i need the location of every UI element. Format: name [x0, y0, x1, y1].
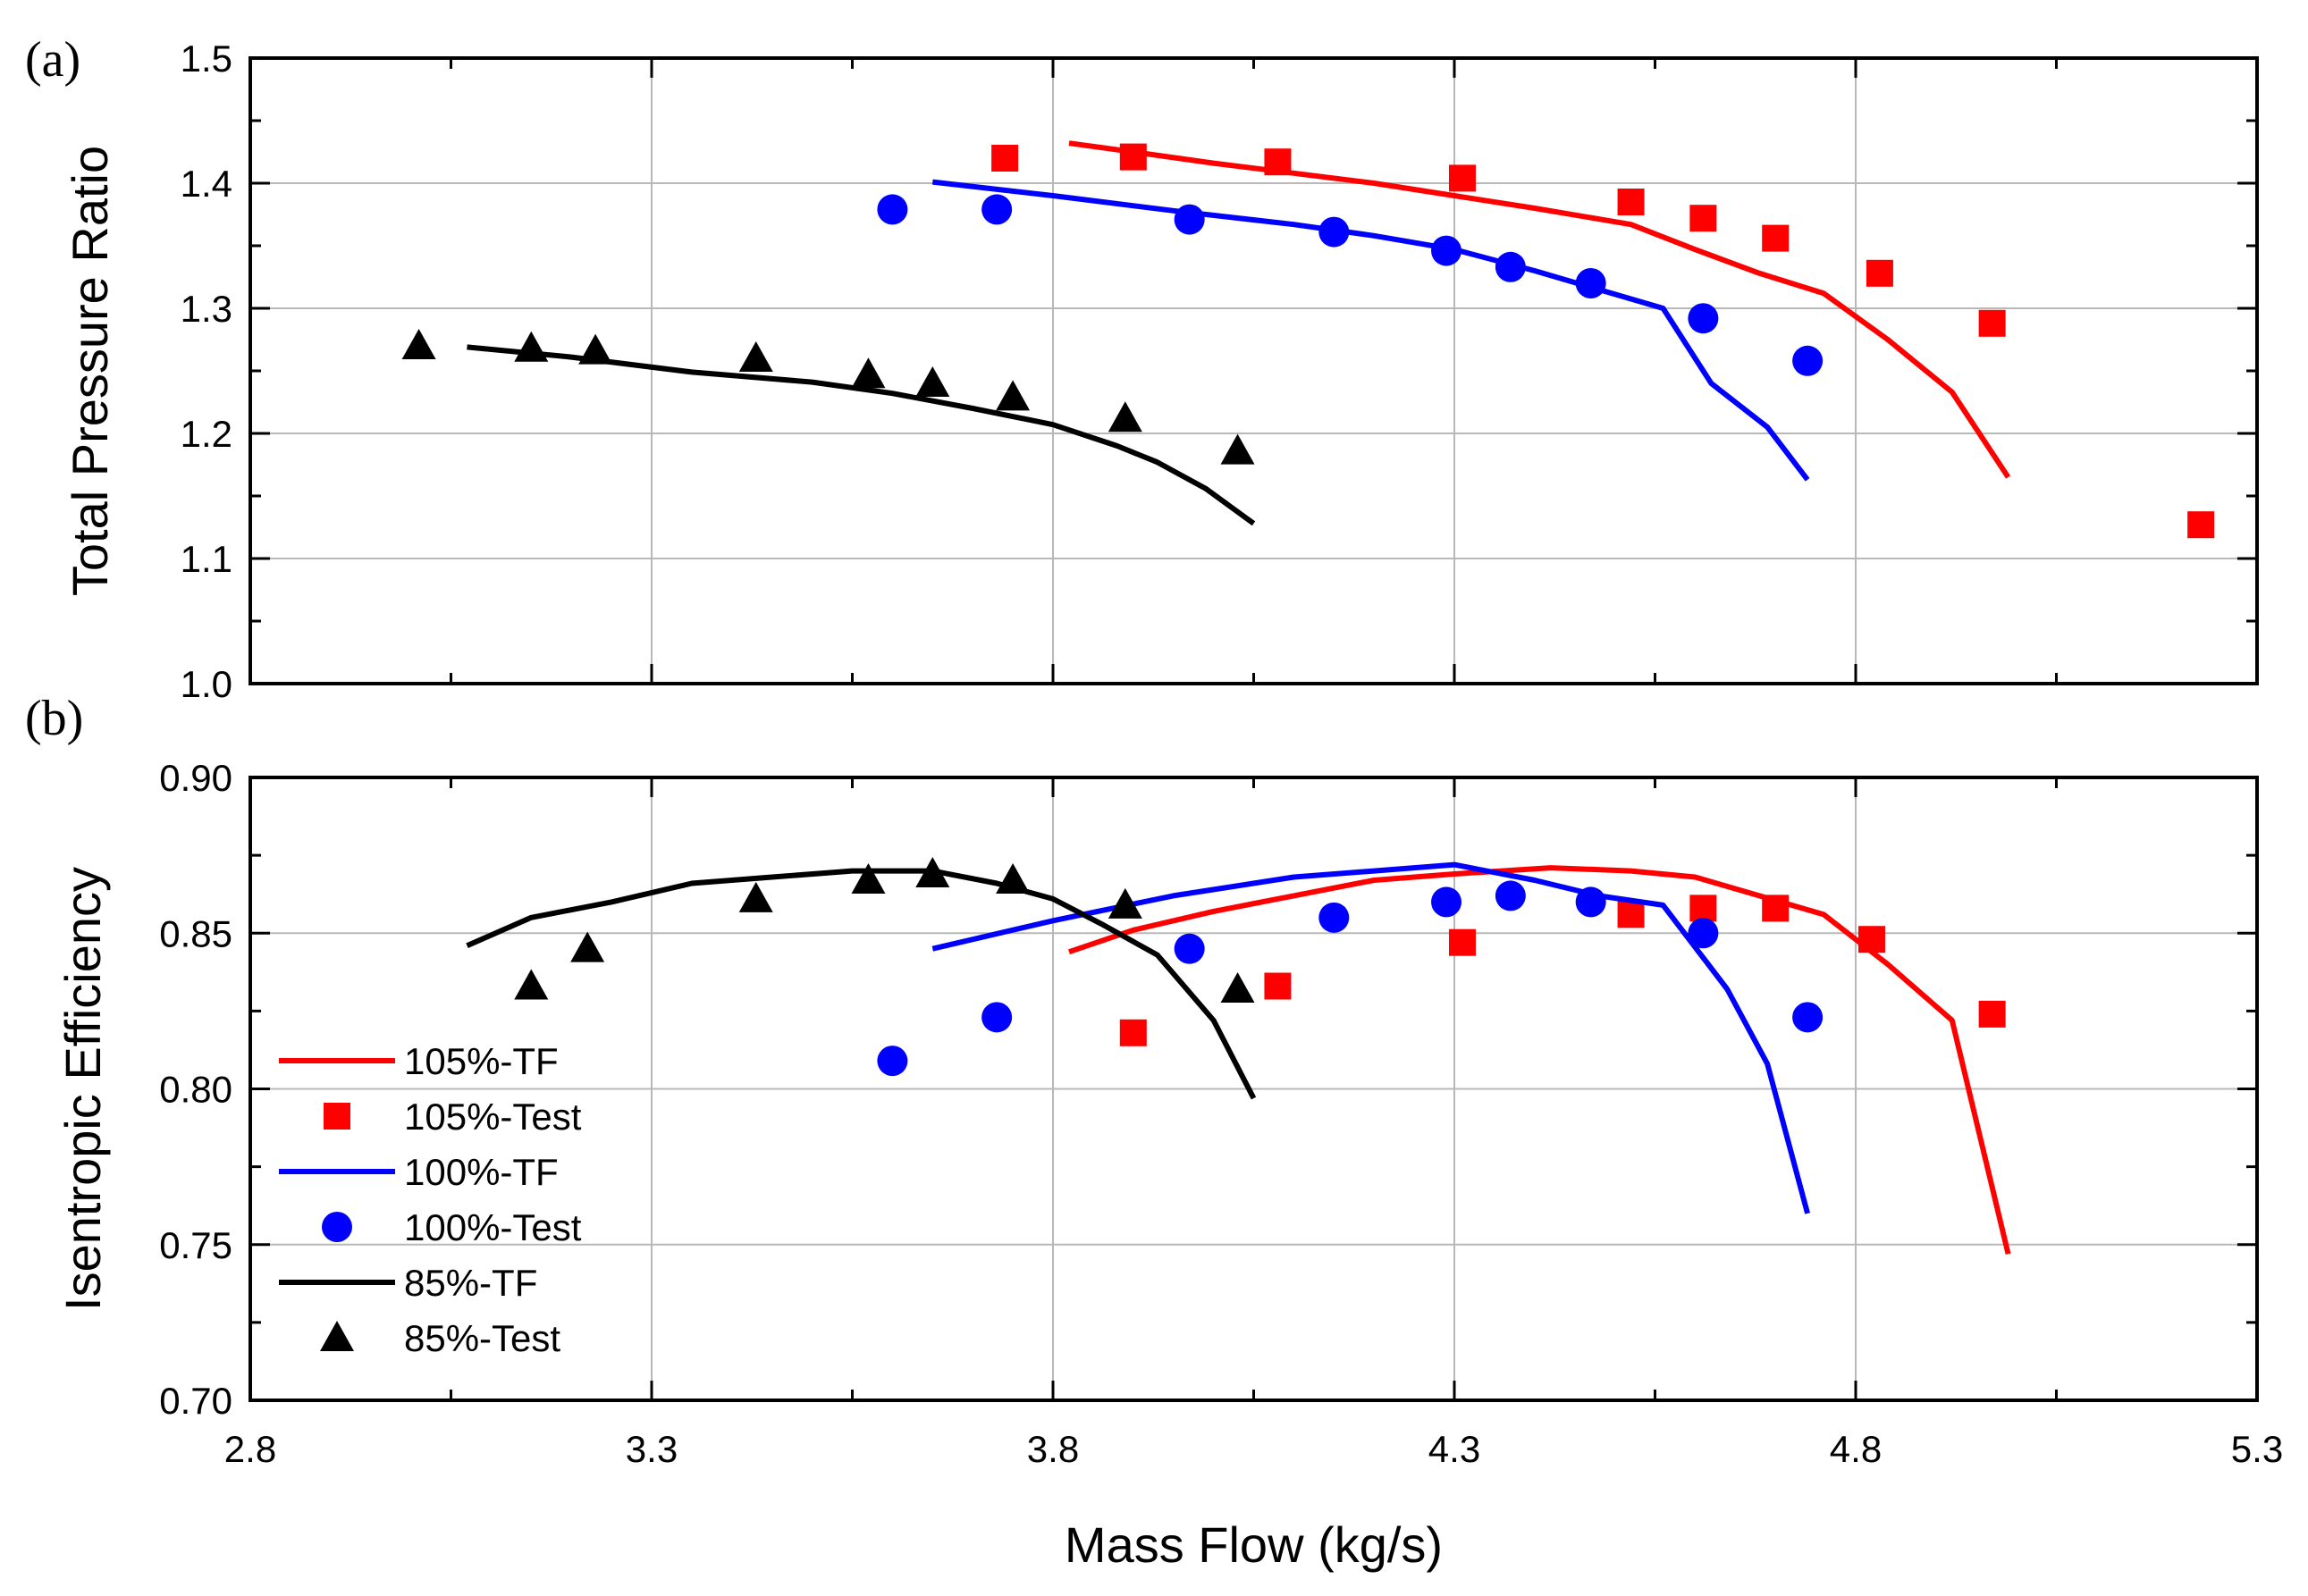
marker-circle: [877, 1046, 908, 1077]
marker-square: [1264, 972, 1292, 1000]
marker-circle: [1575, 886, 1606, 918]
marker-triangle: [578, 333, 613, 365]
marker-circle: [1575, 268, 1606, 298]
y-tick-label: 0.75: [159, 1224, 232, 1266]
marker-triangle: [1108, 887, 1142, 919]
y-tick-label: 1.1: [181, 538, 232, 580]
marker-circle: [1318, 216, 1350, 248]
marker-circle: [1792, 1002, 1824, 1033]
y-tick-label: 1.4: [181, 163, 232, 205]
marker-circle: [1318, 902, 1350, 933]
panel-label: (b): [25, 691, 83, 746]
x-tick-label: 4.8: [1830, 1428, 1882, 1470]
legend-triangle-swatch: [320, 1321, 354, 1351]
x-tick-label: 4.3: [1428, 1428, 1480, 1470]
y-tick-label: 0.90: [159, 757, 232, 799]
legend-label: 105%-TF: [404, 1040, 559, 1082]
legend-label: 85%-TF: [404, 1262, 537, 1304]
legend-label: 85%-Test: [404, 1317, 560, 1359]
marker-square: [1119, 1019, 1147, 1046]
y-axis-title: Total Pressure Ratio: [62, 146, 118, 596]
legend-label: 100%-Test: [404, 1206, 582, 1248]
marker-square: [1978, 309, 2006, 337]
panel-a: 1.0 1.1 1.2 1.3 1.4 1.5 (a) Total Pressure Rati…: [25, 32, 2259, 705]
marker-square: [1762, 224, 1790, 252]
marker-circle: [981, 194, 1013, 225]
series-line: [1068, 140, 2011, 479]
marker-triangle: [570, 931, 605, 962]
marker-circle: [1174, 933, 1205, 964]
marker-triangle: [514, 331, 549, 362]
marker-triangle: [1220, 433, 1255, 465]
plot-frame: [248, 56, 2259, 685]
legend-square-swatch: [324, 1103, 350, 1130]
marker-triangle: [738, 341, 773, 372]
marker-circle: [981, 1002, 1013, 1033]
marker-triangle: [738, 881, 773, 912]
marker-triangle: [915, 366, 950, 397]
marker-triangle: [851, 863, 886, 895]
series-line: [1068, 865, 2011, 1255]
marker-circle: [1688, 918, 1719, 949]
x-axis-title: Mass Flow (kg/s): [1065, 1516, 1443, 1573]
x-tick-label: 3.3: [626, 1428, 678, 1470]
marker-circle: [877, 194, 908, 225]
marker-square: [1119, 143, 1147, 171]
marker-square: [1857, 926, 1885, 953]
marker-triangle: [915, 857, 950, 888]
y-tick-label: 1.2: [181, 413, 232, 455]
marker-circle: [1431, 235, 1462, 266]
marker-square: [1448, 164, 1476, 192]
y-tick-label: 0.85: [159, 912, 232, 954]
x-tick-label: 2.8: [224, 1428, 276, 1470]
legend-label: 100%-TF: [404, 1151, 559, 1193]
marker-triangle: [996, 380, 1031, 411]
y-tick-label: 1.5: [181, 38, 232, 80]
marker-triangle: [996, 863, 1031, 895]
marker-square: [991, 145, 1019, 172]
marker-circle: [1495, 880, 1526, 911]
marker-circle: [1792, 345, 1824, 376]
marker-circle: [1495, 251, 1526, 282]
series-line: [931, 179, 1810, 482]
marker-square: [1448, 928, 1476, 956]
y-tick-label: 1.0: [181, 663, 232, 705]
panel-label: (a): [25, 32, 80, 88]
marker-square: [1762, 895, 1790, 922]
marker-square: [1264, 148, 1292, 176]
marker-square: [2187, 511, 2215, 539]
marker-square: [1866, 259, 1893, 287]
marker-circle: [1688, 303, 1719, 334]
marker-triangle: [514, 969, 549, 1000]
plot-frame: [248, 776, 2259, 1402]
marker-square: [1978, 1000, 2006, 1028]
x-tick-label: 5.3: [2231, 1428, 2283, 1470]
panel-b: 0.70 0.75 0.80 0.85 0.90 (b) Isentropic Effici…: [25, 691, 2259, 1422]
y-tick-label: 0.70: [159, 1380, 232, 1422]
legend-circle-swatch: [322, 1212, 352, 1242]
marker-triangle: [1220, 971, 1255, 1003]
marker-square: [1689, 205, 1717, 232]
marker-triangle: [401, 329, 436, 359]
y-tick-label: 1.3: [181, 288, 232, 330]
marker-circle: [1174, 204, 1205, 235]
marker-square: [1689, 895, 1717, 922]
shared-x-axis: 2.8 3.3 3.8 4.3 4.8 5.3 Mass Flow (kg/s): [224, 1428, 2283, 1573]
series-line: [467, 344, 1256, 526]
marker-square: [1617, 901, 1645, 928]
series-line: [931, 861, 1810, 1214]
legend-label: 105%-Test: [404, 1096, 582, 1138]
marker-triangle: [1108, 401, 1142, 433]
marker-circle: [1431, 886, 1462, 918]
x-tick-label: 3.8: [1027, 1428, 1079, 1470]
marker-square: [1617, 189, 1645, 215]
marker-triangle: [851, 357, 886, 389]
y-axis-title: Isentropic Efficiency: [55, 867, 111, 1311]
y-tick-label: 0.80: [159, 1069, 232, 1111]
